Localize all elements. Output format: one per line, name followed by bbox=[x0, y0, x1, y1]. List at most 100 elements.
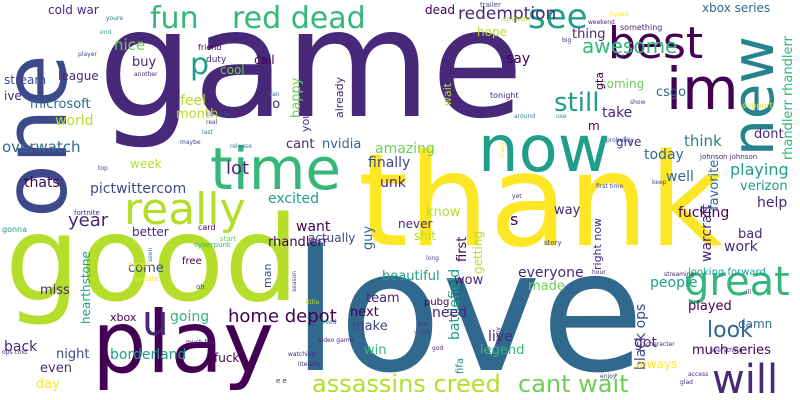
word-probably: probably bbox=[606, 137, 633, 144]
word-everyone: everyone bbox=[518, 265, 584, 281]
word-well: well bbox=[666, 169, 694, 185]
word-season: season bbox=[291, 270, 298, 292]
word-nvidia: nvidia bbox=[322, 137, 362, 152]
word-maybe: maybe bbox=[180, 139, 201, 146]
word-even: even bbox=[40, 361, 72, 376]
word-best: best bbox=[608, 18, 704, 69]
word-seen: seen bbox=[147, 247, 154, 262]
word-finally: finally bbox=[368, 155, 411, 171]
word-say: say bbox=[506, 51, 531, 67]
word-beautiful: beautiful bbox=[382, 269, 440, 284]
word-cyberpunk: cyberpunk bbox=[194, 241, 231, 249]
word-fuck: fuck bbox=[214, 351, 240, 365]
word-playing: playing bbox=[730, 160, 789, 179]
word-call: call bbox=[254, 53, 275, 67]
word-guy: guy bbox=[361, 225, 376, 250]
word-crazy: crazy bbox=[499, 141, 506, 158]
word-thats: thats bbox=[24, 175, 60, 191]
word-duty: duty bbox=[206, 55, 227, 65]
word-streaming: streaming bbox=[664, 271, 695, 278]
word-support: support bbox=[742, 101, 773, 110]
word-cant: cant bbox=[286, 137, 315, 152]
word-fun: fun bbox=[150, 1, 199, 36]
word-pubg: pubg bbox=[424, 297, 450, 308]
word-use: use bbox=[556, 113, 567, 120]
word-much-fun: much fun bbox=[186, 339, 215, 346]
word-miss: miss bbox=[40, 283, 70, 298]
word-back: back bbox=[4, 339, 38, 355]
word-see: see bbox=[528, 0, 588, 37]
word-always: always bbox=[636, 357, 678, 371]
word-p: p bbox=[190, 47, 210, 82]
word-night: night bbox=[56, 347, 90, 362]
word-team: team bbox=[366, 291, 400, 306]
word-play: play bbox=[92, 293, 275, 393]
word-card: card bbox=[198, 223, 216, 232]
word-buy: buy bbox=[132, 55, 157, 70]
word-youtube: youtube bbox=[299, 86, 312, 132]
word-update: update bbox=[134, 275, 159, 283]
word-cold-war: cold war bbox=[48, 3, 99, 17]
word-really: really bbox=[124, 184, 246, 235]
word-fan: fan bbox=[270, 91, 280, 98]
word-console: console bbox=[206, 111, 229, 118]
word-dont: dont bbox=[754, 127, 784, 142]
word-oh: oh bbox=[196, 283, 205, 291]
word-time: time bbox=[210, 135, 342, 203]
word-think: think bbox=[684, 132, 722, 150]
word-dead: dead bbox=[425, 3, 455, 17]
word-wow: wow bbox=[454, 273, 484, 288]
word-know: know bbox=[426, 205, 461, 220]
word-trailer: trailer bbox=[480, 1, 501, 9]
word-take: give bbox=[616, 135, 642, 149]
word-weekend: weekend bbox=[588, 19, 615, 26]
word-feel: feel bbox=[180, 93, 207, 109]
word-great: great bbox=[684, 259, 790, 305]
word-cool: cool bbox=[220, 63, 245, 77]
word-thank: thank bbox=[358, 127, 723, 276]
word-video: video bbox=[414, 329, 431, 336]
word-excited: excited bbox=[268, 191, 319, 207]
word-around: around bbox=[514, 113, 536, 120]
word-make: make bbox=[352, 319, 388, 334]
word-e-e: e e bbox=[276, 377, 287, 385]
word-year: year bbox=[68, 210, 109, 231]
word-fifa: fifa bbox=[455, 358, 466, 374]
word-warcraft: warcraft bbox=[699, 204, 715, 262]
word-part: part bbox=[416, 321, 429, 328]
word-help: help bbox=[757, 195, 788, 211]
word-big: big bbox=[562, 37, 572, 44]
word-literally: literally bbox=[298, 361, 321, 368]
word-lot: lot bbox=[226, 158, 250, 179]
word-love: love bbox=[292, 214, 645, 400]
word-redemption: redemption bbox=[458, 4, 557, 24]
word-end: end bbox=[100, 29, 112, 36]
word-game: game bbox=[98, 0, 524, 152]
word-damn: damn bbox=[738, 317, 773, 331]
word-johnson-johnson: johnson johnson bbox=[700, 153, 758, 161]
word-first: first bbox=[455, 236, 470, 262]
word-microsoft: microsoft bbox=[30, 97, 91, 112]
word-m: take bbox=[602, 105, 633, 121]
word-shit: shit bbox=[414, 229, 436, 243]
word-s: s bbox=[510, 210, 519, 229]
word-csgo: csgo bbox=[656, 85, 687, 100]
word-right-now: right now bbox=[591, 217, 604, 270]
word-overwatch: overwatch bbox=[2, 138, 81, 156]
word-need: need bbox=[432, 305, 467, 321]
word-something: something bbox=[620, 23, 663, 32]
word-ive: ive bbox=[4, 89, 22, 103]
word-xbox: xbox bbox=[110, 311, 137, 324]
word-im: im bbox=[666, 55, 739, 123]
word-league: league bbox=[58, 69, 99, 83]
word-unk: unk bbox=[380, 175, 406, 191]
word-played: played bbox=[688, 299, 732, 314]
word-will: will bbox=[712, 357, 779, 400]
word-hearthstone: hearthstone bbox=[79, 251, 93, 324]
word-watching: watching bbox=[288, 351, 316, 358]
word-people: people bbox=[650, 275, 698, 291]
word-thing: thing bbox=[572, 27, 606, 42]
word-look: look bbox=[707, 318, 753, 343]
word-many: many bbox=[495, 327, 502, 344]
word-keep: keep bbox=[652, 179, 667, 186]
